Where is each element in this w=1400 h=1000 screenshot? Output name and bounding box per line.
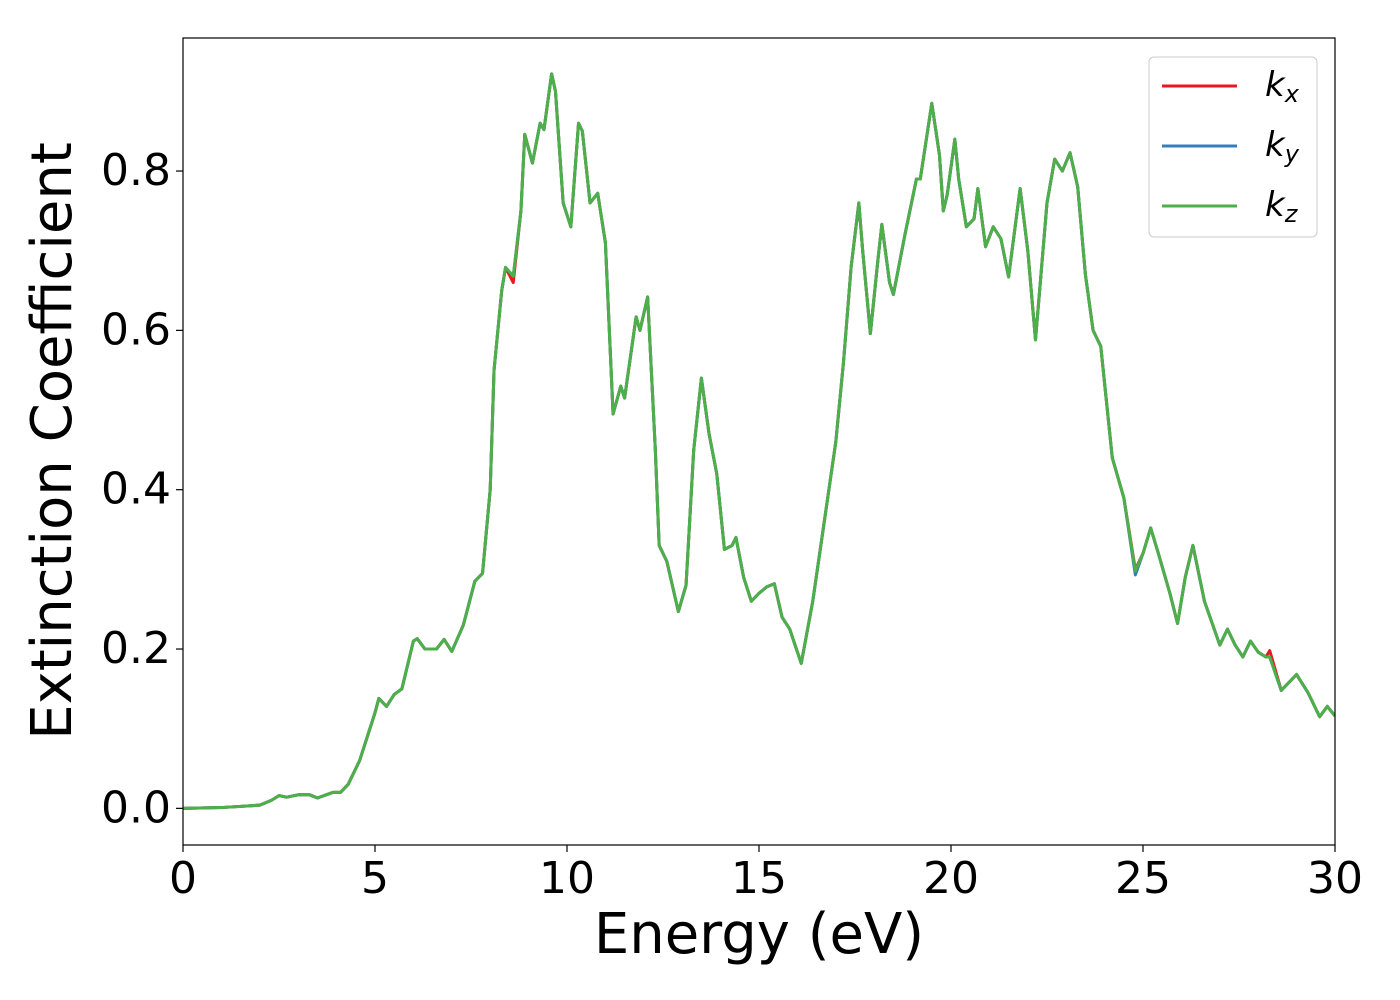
y-tick-label: 0.2 (101, 623, 171, 674)
x-axis-label: Energy (eV) (594, 902, 924, 967)
y-tick-label: 0.6 (101, 304, 171, 355)
legend-label: kx (1265, 65, 1300, 109)
x-tick-label: 30 (1307, 853, 1363, 904)
x-tick-label: 10 (539, 853, 595, 904)
x-tick-label: 20 (923, 853, 979, 904)
y-tick-label: 0.4 (101, 464, 171, 515)
series-line (183, 72, 1335, 810)
legend-label: kz (1265, 185, 1299, 229)
y-axis-label: Extinction Coefficient (20, 142, 85, 740)
x-tick-label: 5 (361, 853, 389, 904)
x-tick-label: 25 (1115, 853, 1171, 904)
plot-frame (182, 37, 1336, 846)
x-tick-label: 0 (169, 853, 197, 904)
x-tick-label: 15 (731, 853, 787, 904)
legend-label: ky (1265, 125, 1300, 169)
y-tick-label: 0.0 (101, 782, 171, 833)
y-tick-label: 0.8 (101, 145, 171, 196)
